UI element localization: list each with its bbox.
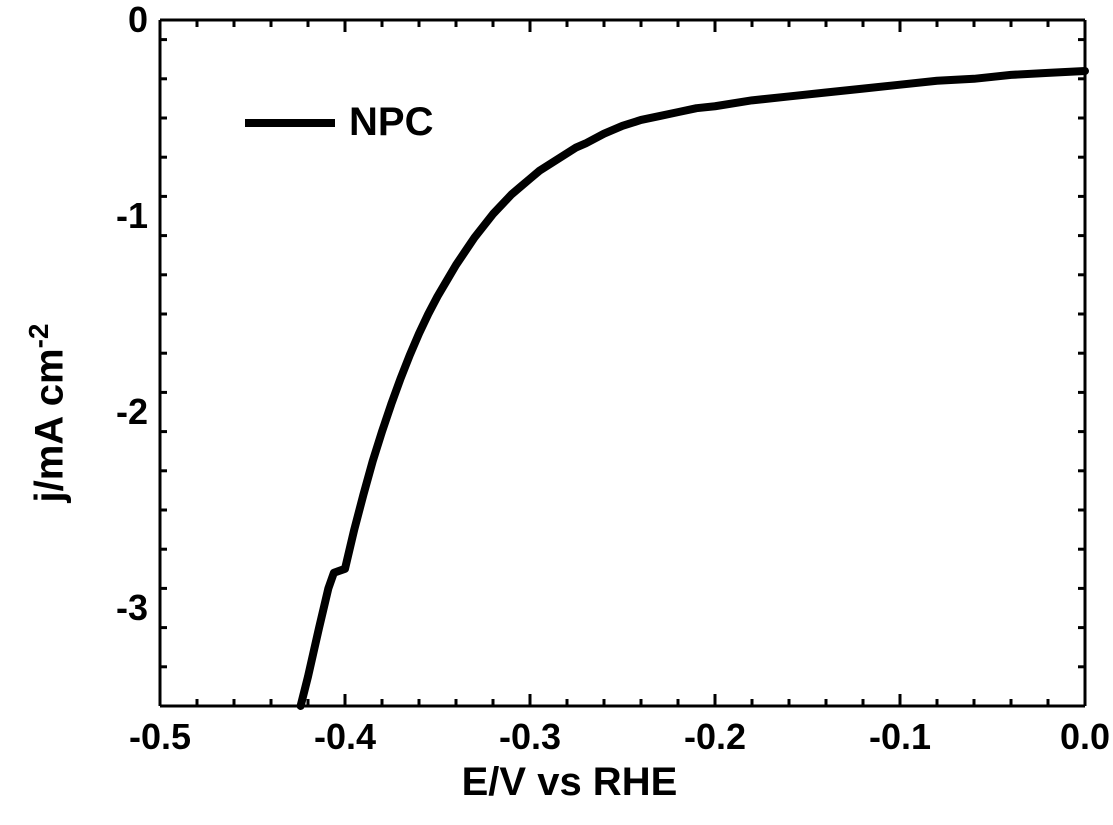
x-tick-label: -0.4 bbox=[314, 716, 376, 758]
x-tick-label: -0.3 bbox=[499, 716, 561, 758]
polarization-chart: j/mA cm-2 E/V vs RHE NPC -0.5-0.4-0.3-0.… bbox=[0, 0, 1113, 825]
y-tick-label: -2 bbox=[68, 391, 148, 433]
y-tick-label: 0 bbox=[68, 0, 148, 41]
series-line-NPC bbox=[301, 71, 1085, 706]
x-tick-label: 0.0 bbox=[1060, 716, 1110, 758]
y-tick-label: -1 bbox=[68, 195, 148, 237]
x-tick-label: -0.2 bbox=[684, 716, 746, 758]
x-tick-label: -0.1 bbox=[869, 716, 931, 758]
x-tick-label: -0.5 bbox=[129, 716, 191, 758]
plot-svg bbox=[0, 0, 1113, 825]
y-tick-label: -3 bbox=[68, 587, 148, 629]
